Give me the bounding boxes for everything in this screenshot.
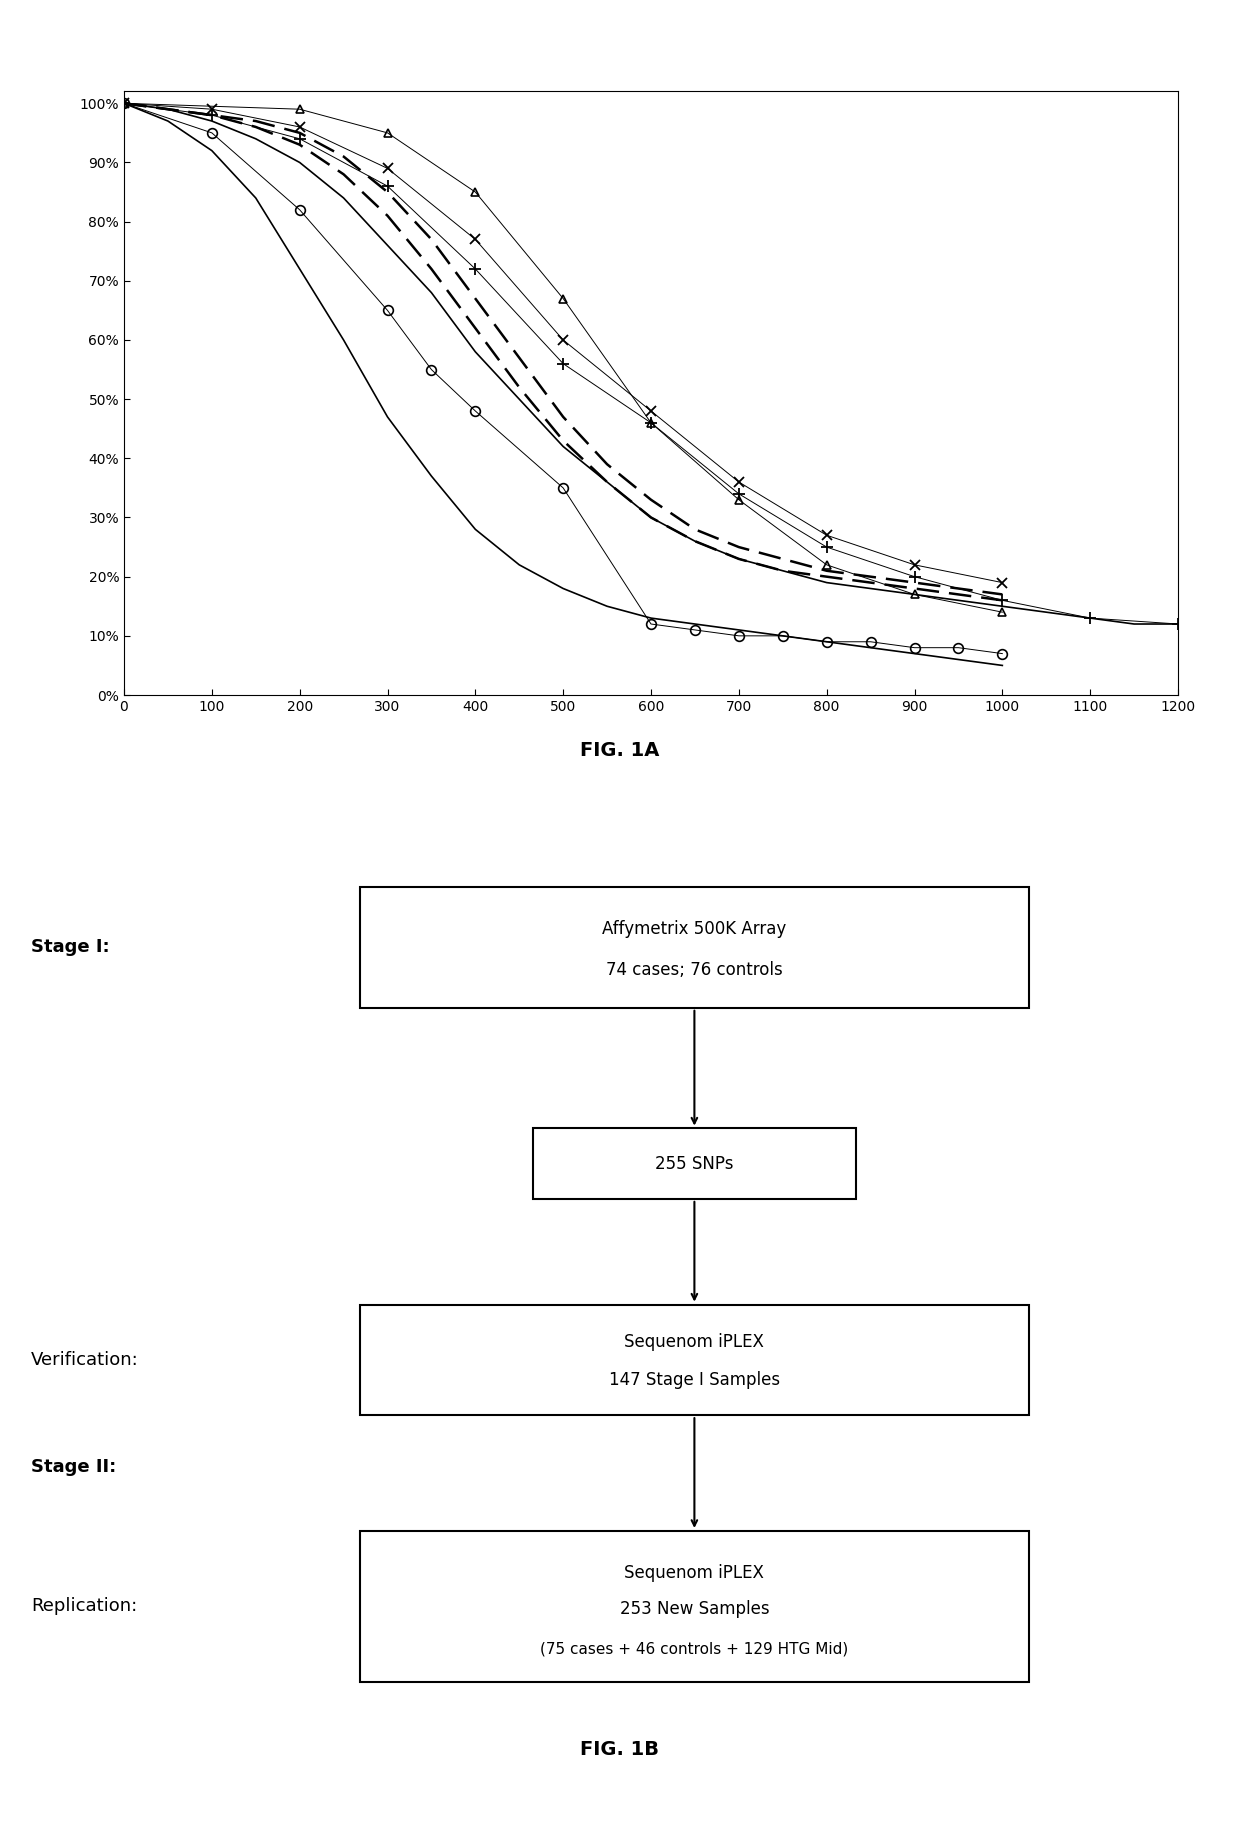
FancyBboxPatch shape [533,1128,856,1198]
Text: 253 New Samples: 253 New Samples [620,1600,769,1619]
Text: FIG. 1B: FIG. 1B [580,1741,660,1759]
Text: (75 cases + 46 controls + 129 HTG Mid): (75 cases + 46 controls + 129 HTG Mid) [541,1641,848,1655]
Text: 255 SNPs: 255 SNPs [655,1154,734,1172]
Text: Verification:: Verification: [31,1352,139,1368]
Text: Affymetrix 500K Array: Affymetrix 500K Array [603,920,786,938]
Text: Sequenom iPLEX: Sequenom iPLEX [625,1333,764,1352]
Text: 147 Stage I Samples: 147 Stage I Samples [609,1372,780,1388]
Text: Stage II:: Stage II: [31,1458,117,1476]
FancyBboxPatch shape [360,1304,1029,1416]
Text: Sequenom iPLEX: Sequenom iPLEX [625,1564,764,1582]
Text: Replication:: Replication: [31,1597,138,1615]
Text: FIG. 1A: FIG. 1A [580,741,660,759]
FancyBboxPatch shape [360,1531,1029,1683]
Text: Stage I:: Stage I: [31,938,109,957]
FancyBboxPatch shape [360,887,1029,1008]
Text: 74 cases; 76 controls: 74 cases; 76 controls [606,960,782,979]
